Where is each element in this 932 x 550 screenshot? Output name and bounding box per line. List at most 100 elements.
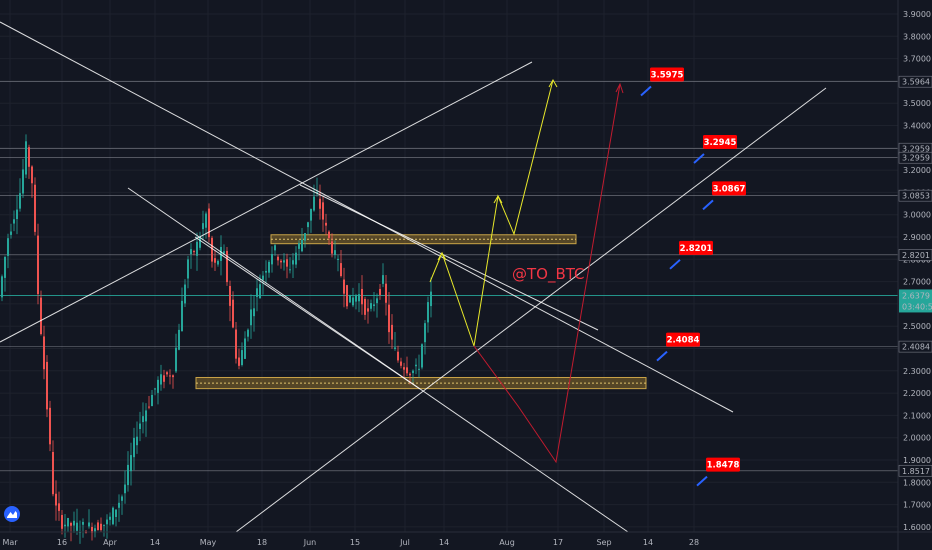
time-tick-label: May [200, 538, 217, 547]
trendlines[interactable] [0, 21, 827, 533]
price-tick-label: 3.8000 [903, 32, 931, 41]
callout-pointer [640, 85, 652, 97]
price-tick-label: 2.3000 [903, 367, 931, 376]
candle-body [175, 347, 177, 372]
trendline [194, 236, 421, 390]
candle-body [52, 452, 54, 495]
target-callout-box [666, 332, 700, 347]
candle-body [193, 251, 195, 253]
candle-body [274, 245, 276, 251]
candle-body [214, 258, 216, 263]
price-tick-label: 2.7000 [903, 278, 931, 287]
candle-body [82, 521, 84, 525]
candle-body [415, 364, 417, 367]
price-tick-label: 3.0000 [903, 211, 931, 220]
price-tick-label: 2.5000 [903, 322, 931, 331]
time-tick-label: Sep [596, 538, 611, 547]
time-tick-label: Jun [303, 538, 317, 547]
candle-body [31, 166, 33, 184]
candle-body [148, 406, 150, 408]
time-tick-label: 16 [57, 538, 67, 547]
time-tick-label: Apr [103, 538, 118, 547]
candle-body [283, 260, 285, 263]
price-tick-label: 2.0000 [903, 434, 931, 443]
candle-body [10, 231, 12, 235]
target-callout-label: 3.5975 [651, 70, 684, 80]
candle-body [181, 300, 183, 332]
candle-body [19, 193, 21, 209]
time-axis[interactable]: Mar 16 Apr 14 May 18 Jun 15 Jul 14 Aug 17 Sep 14 28 [0, 531, 932, 547]
candle-body [184, 284, 186, 304]
candle-body [154, 388, 156, 390]
price-marker-label: 3.2959 [902, 154, 930, 163]
price-tick-label: 3.4000 [903, 122, 931, 131]
candle-body [67, 518, 69, 527]
time-tick-label: Mar [2, 538, 18, 547]
price-tick-label: 3.5000 [903, 99, 931, 108]
candle-body [298, 243, 300, 249]
candle-body [223, 251, 225, 254]
candle-body [127, 464, 129, 486]
current-price-label: 2.6379 [902, 291, 930, 300]
candle-body [421, 344, 423, 368]
price-marker-box [898, 340, 932, 353]
candle-body [76, 522, 78, 531]
candle-body [358, 294, 360, 302]
candle-body [406, 367, 408, 374]
target-callout-box [712, 181, 746, 196]
time-tick-label: 14 [643, 538, 653, 547]
candle-body [163, 375, 165, 382]
candle-body [55, 493, 57, 506]
candle-body [103, 524, 105, 526]
candle-body [346, 285, 348, 307]
candle-body [88, 522, 90, 527]
price-marker-label: 3.0853 [902, 192, 930, 201]
candle-body [277, 256, 279, 261]
candle-body [136, 436, 138, 446]
price-marker-label: 2.8201 [902, 251, 930, 260]
candle-body [109, 516, 111, 520]
target-callouts: 3.5975 3.2945 3.0867 2.8201 2.4084 1.8478 [640, 67, 746, 487]
candle-body [49, 407, 51, 445]
price-marker-box [898, 151, 932, 164]
candle-body [412, 370, 414, 374]
candle-body [295, 252, 297, 265]
candle-body [166, 372, 168, 375]
candle-body [226, 250, 228, 283]
price-axis[interactable]: 3.90003.80003.70003.60003.50003.40003.30… [897, 0, 932, 550]
candle-body [157, 379, 159, 393]
tradingview-logo-icon[interactable] [4, 506, 20, 522]
price-marker-lines [0, 81, 898, 472]
callout-pointer [702, 199, 714, 211]
candle-body [151, 394, 153, 407]
candle-body [262, 275, 264, 280]
price-marker-box [898, 75, 932, 88]
candle-body [145, 410, 147, 422]
candle-body [211, 237, 213, 262]
candle-body [376, 298, 378, 304]
time-tick-label: 18 [257, 538, 267, 547]
candle-body [217, 260, 219, 265]
price-marker-label: 3.5964 [902, 78, 930, 87]
candle-body [160, 374, 162, 385]
candle-body [364, 298, 366, 315]
target-callout-box [706, 457, 740, 472]
trendline [235, 87, 827, 533]
bullish-arrowhead [437, 251, 447, 261]
candle-body [22, 169, 24, 194]
candle-body [259, 284, 261, 299]
candle-body [133, 437, 135, 458]
candle-body [310, 208, 312, 221]
target-callout-box [703, 135, 737, 150]
candle-body [61, 515, 63, 529]
price-tick-label: 2.1000 [903, 411, 931, 420]
price-marker-box [898, 189, 932, 202]
candle-body [58, 503, 60, 511]
price-tick-label: 3.2000 [903, 166, 931, 175]
price-tick-label: 1.7000 [903, 501, 931, 510]
candle-body [232, 299, 234, 328]
price-marker-box [898, 249, 932, 261]
price-tick-label: 2.9000 [903, 233, 931, 242]
candle-body [256, 288, 258, 298]
